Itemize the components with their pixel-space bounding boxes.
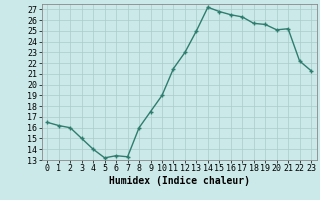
X-axis label: Humidex (Indice chaleur): Humidex (Indice chaleur) (109, 176, 250, 186)
